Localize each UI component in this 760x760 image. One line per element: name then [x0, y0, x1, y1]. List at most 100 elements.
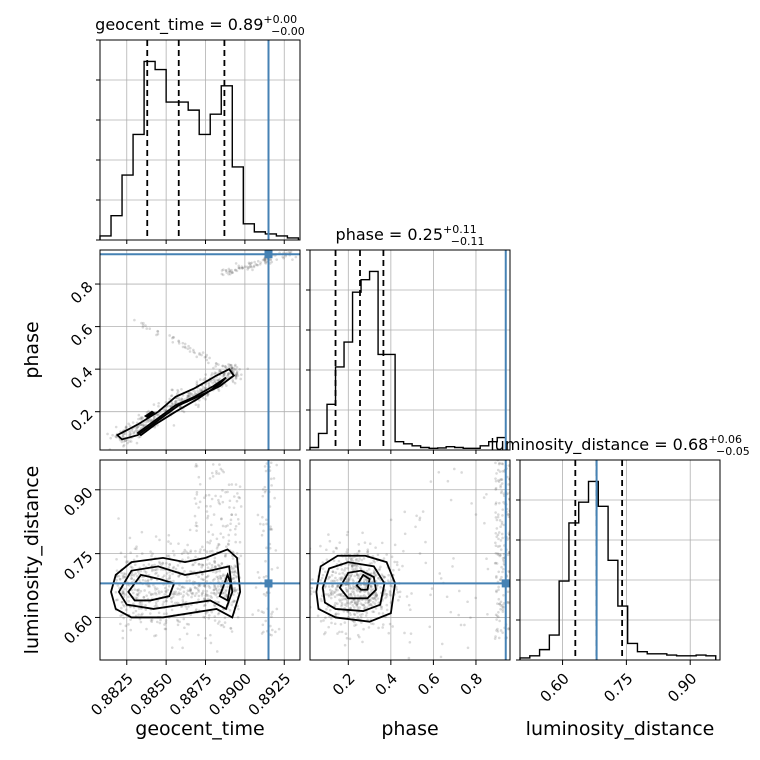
- sample-point: [344, 596, 348, 600]
- sample-point: [215, 591, 219, 595]
- sample-point: [498, 602, 502, 606]
- sample-point: [486, 567, 490, 571]
- sample-point: [364, 598, 368, 602]
- sample-point: [186, 543, 189, 547]
- sample-point: [170, 596, 173, 600]
- sample-point: [204, 494, 208, 497]
- sample-point: [346, 610, 349, 614]
- sample-point: [361, 640, 364, 644]
- sample-point: [226, 542, 230, 546]
- sample-point: [337, 559, 341, 563]
- sample-point: [226, 585, 229, 589]
- sample-point: [115, 557, 118, 561]
- sample-point: [275, 463, 278, 467]
- sample-point: [230, 270, 233, 274]
- sample-point: [149, 419, 153, 422]
- sample-point: [173, 592, 177, 595]
- sample-point: [132, 431, 135, 434]
- sample-point: [331, 593, 335, 596]
- sample-point: [363, 607, 367, 610]
- sample-point: [237, 495, 241, 499]
- sample-point: [237, 266, 241, 270]
- sample-point: [375, 573, 378, 577]
- sample-point: [497, 611, 500, 614]
- sample-point: [369, 585, 373, 588]
- sample-point: [345, 557, 348, 561]
- sample-point: [194, 463, 198, 466]
- sample-point: [265, 518, 268, 522]
- sample-point: [146, 420, 150, 424]
- sample-point: [268, 546, 272, 550]
- sample-point: [336, 584, 339, 588]
- sample-point: [208, 550, 212, 553]
- sample-point: [230, 366, 234, 370]
- sample-point: [122, 443, 126, 447]
- sample-point: [345, 550, 349, 554]
- sample-point: [171, 595, 175, 598]
- sample-point: [230, 365, 233, 369]
- sample-point: [157, 592, 161, 595]
- sample-point: [176, 564, 180, 567]
- sample-point: [231, 601, 234, 604]
- sample-point: [222, 625, 226, 629]
- sample-point: [177, 340, 181, 343]
- sample-point: [203, 585, 207, 588]
- tick-label-geocent_time: 0.8825: [87, 670, 137, 720]
- sample-point: [182, 594, 185, 597]
- y-axis-label-luminosity_distance: luminosity_distance: [21, 466, 43, 655]
- sample-point: [234, 565, 238, 568]
- sample-point: [132, 432, 136, 435]
- sample-point: [322, 632, 326, 636]
- sample-point: [142, 595, 146, 599]
- sample-point: [409, 608, 412, 611]
- sample-point: [352, 563, 356, 567]
- sample-point: [507, 550, 510, 554]
- sample-point: [351, 565, 354, 569]
- sample-point: [122, 440, 126, 443]
- sample-point: [334, 571, 338, 575]
- sample-point: [336, 584, 339, 587]
- sample-point: [424, 561, 428, 565]
- sample-point: [207, 493, 211, 497]
- sample-point: [163, 409, 166, 412]
- sample-point: [138, 602, 142, 605]
- sample-point: [474, 596, 478, 600]
- sample-point: [180, 552, 184, 556]
- sample-point: [197, 584, 201, 588]
- sample-point: [305, 611, 308, 614]
- sample-point: [232, 566, 236, 570]
- sample-point: [374, 595, 378, 599]
- sample-point: [221, 574, 225, 578]
- sample-point: [141, 323, 145, 327]
- sample-point: [128, 433, 132, 437]
- sample-point: [502, 605, 505, 609]
- sample-point: [194, 555, 197, 559]
- sample-point: [353, 599, 356, 602]
- title-minus: −0.11: [451, 235, 485, 248]
- sample-point: [210, 610, 214, 614]
- sample-point: [122, 444, 125, 448]
- sample-point: [486, 612, 489, 616]
- sample-point: [195, 355, 199, 359]
- sample-point: [228, 363, 232, 367]
- sample-point: [202, 589, 205, 593]
- sample-point: [218, 569, 222, 573]
- sample-point: [362, 603, 365, 607]
- sample-point: [128, 429, 131, 433]
- sample-point: [121, 636, 125, 640]
- sample-point: [219, 495, 223, 498]
- sample-point: [209, 380, 213, 383]
- sample-point: [363, 578, 366, 582]
- sample-point: [282, 256, 285, 260]
- sample-point: [176, 388, 179, 392]
- sample-point: [119, 551, 123, 555]
- sample-point: [135, 574, 139, 578]
- sample-point: [230, 268, 233, 272]
- sample-point: [460, 471, 463, 474]
- sample-point: [167, 404, 170, 408]
- sample-point: [121, 600, 124, 604]
- sample-point: [275, 607, 279, 611]
- sample-point: [215, 537, 219, 541]
- tick-label-phase: 0.2: [329, 670, 359, 700]
- sample-point: [507, 570, 510, 573]
